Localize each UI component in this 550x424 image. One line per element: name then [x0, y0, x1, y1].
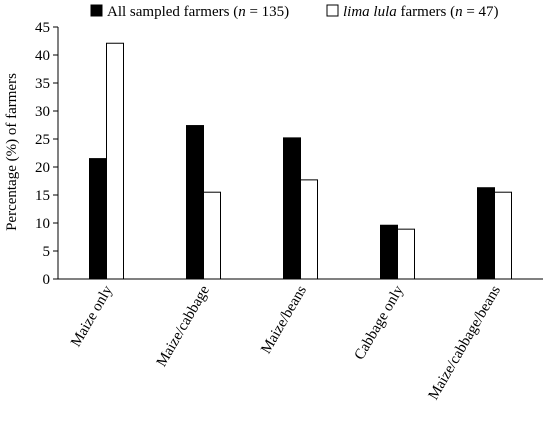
y-tick-label: 30: [35, 104, 50, 120]
y-tick-label: 40: [35, 48, 50, 64]
bar-all-farmers: [186, 125, 204, 280]
category-label: Maize/cabbage/beans: [426, 283, 504, 403]
category-label: Maize/beans: [258, 283, 310, 357]
y-ticks: 0 5 10 15 20 25 30 35 40 45: [35, 20, 58, 288]
bar-all-farmers: [477, 187, 495, 280]
legend-swatch-lima-lula-farmers: [326, 4, 339, 17]
legend-label-all-farmers: All sampled farmers (n = 135): [107, 4, 289, 20]
y-tick-label: 45: [35, 20, 50, 36]
y-tick-label: 20: [35, 160, 50, 176]
y-axis-label: Percentage (%) of farmers: [4, 73, 20, 231]
category-labels: Maize only Maize/cabbage Maize/beans Cabbag…: [68, 283, 504, 403]
category-label: Maize only: [68, 283, 116, 350]
y-tick-label: 5: [43, 244, 51, 260]
bar-lima-lula-farmers: [494, 191, 512, 280]
bar-lima-lula-farmers: [397, 228, 415, 280]
legend-label-lima-lula-farmers: lima lula farmers (n = 47): [343, 4, 499, 20]
bar-all-farmers: [283, 137, 301, 280]
y-tick-label: 10: [35, 216, 50, 232]
bar-lima-lula-farmers: [300, 179, 318, 280]
category-label: Maize/cabbage: [154, 283, 213, 370]
y-tick-label: 0: [43, 272, 51, 288]
bar-lima-lula-farmers: [203, 191, 221, 280]
bar-lima-lula-farmers: [106, 42, 124, 280]
y-tick-label: 35: [35, 76, 50, 92]
legend: All sampled farmers (n = 135) lima lula …: [90, 4, 499, 20]
bars: [89, 42, 512, 280]
y-tick-label: 15: [35, 188, 50, 204]
y-tick-label: 25: [35, 132, 50, 148]
category-label: Cabbage only: [352, 283, 408, 363]
bar-all-farmers: [380, 224, 398, 280]
legend-swatch-all-farmers: [90, 4, 103, 17]
bar-all-farmers: [89, 158, 107, 280]
